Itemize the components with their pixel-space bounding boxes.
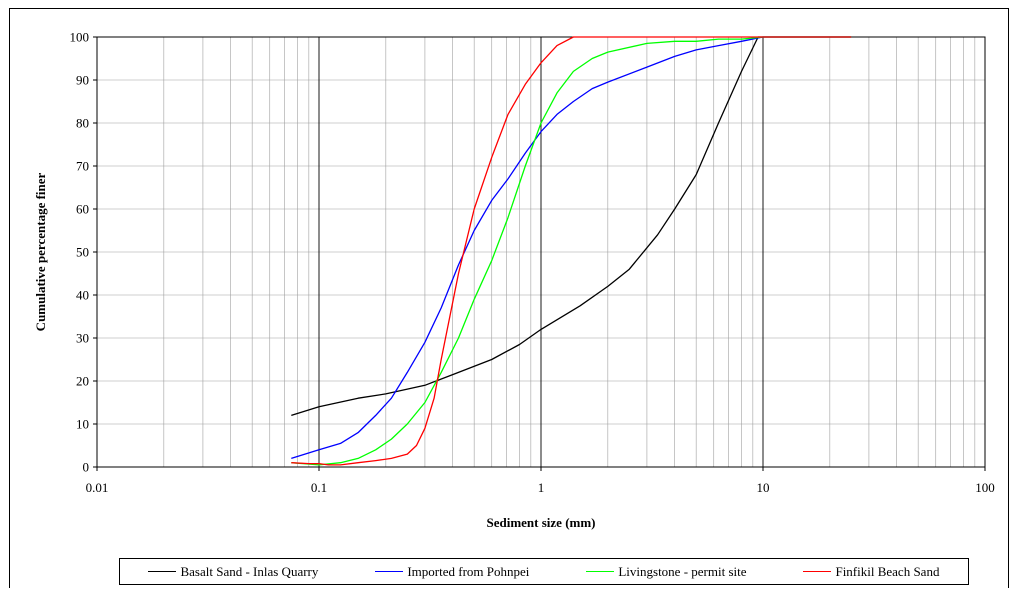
x-tick-labels: 0.01 0.1 1 10 100: [86, 467, 995, 495]
legend-item: Finfikil Beach Sand: [803, 564, 939, 580]
y-tick-label: 100: [70, 30, 90, 45]
legend-swatch: [148, 571, 177, 572]
y-tick-labels: 0 10 20 30 40 50 60 70 80 90 100: [70, 30, 97, 475]
series-line-3: [291, 36, 852, 466]
x-tick-label: 0.01: [86, 480, 109, 495]
legend-swatch: [586, 571, 615, 572]
x-tick-label: 10: [757, 480, 770, 495]
x-axis-title: Sediment size (mm): [486, 515, 595, 530]
series-line-0: [291, 36, 852, 417]
y-tick-label: 10: [76, 417, 89, 432]
legend-label: Imported from Pohnpei: [407, 563, 530, 579]
legend-label: Basalt Sand - Inlas Quarry: [180, 563, 319, 579]
grid-minor: [97, 36, 985, 468]
y-tick-label: 80: [76, 116, 89, 131]
y-tick-label: 30: [76, 331, 89, 346]
series-layer: [291, 36, 852, 466]
y-tick-label: 90: [76, 73, 89, 88]
y-tick-label: 70: [76, 159, 89, 174]
legend-label: Livingstone - permit site: [618, 563, 747, 579]
series-line-1: [291, 36, 852, 460]
legend-item: Imported from Pohnpei: [375, 564, 529, 580]
chart-plot: 0 10 20 30 40 50 60 70 80 90 100 0.01 0.1 1 10 100 Sed…: [33, 30, 995, 531]
chart-legend: Basalt Sand - Inlas Quarry Imported from …: [119, 558, 969, 585]
legend-swatch: [375, 571, 404, 572]
y-tick-label: 0: [83, 460, 90, 475]
y-axis-title: Cumulative percentage finer: [33, 172, 48, 331]
legend-item: Livingstone - permit site: [586, 563, 747, 580]
y-tick-label: 50: [76, 245, 89, 260]
x-tick-label: 1: [538, 480, 545, 495]
legend-label: Finfikil Beach Sand: [835, 563, 940, 579]
legend-item: Basalt Sand - Inlas Quarry: [148, 564, 318, 580]
y-tick-label: 40: [76, 288, 89, 303]
y-tick-label: 20: [76, 374, 89, 389]
y-tick-label: 60: [76, 202, 89, 217]
series-line-2: [291, 36, 852, 466]
legend-swatch: [803, 571, 832, 572]
x-tick-label: 0.1: [311, 480, 327, 495]
chart-frame: [9, 8, 1009, 588]
x-tick-label: 100: [975, 480, 995, 495]
